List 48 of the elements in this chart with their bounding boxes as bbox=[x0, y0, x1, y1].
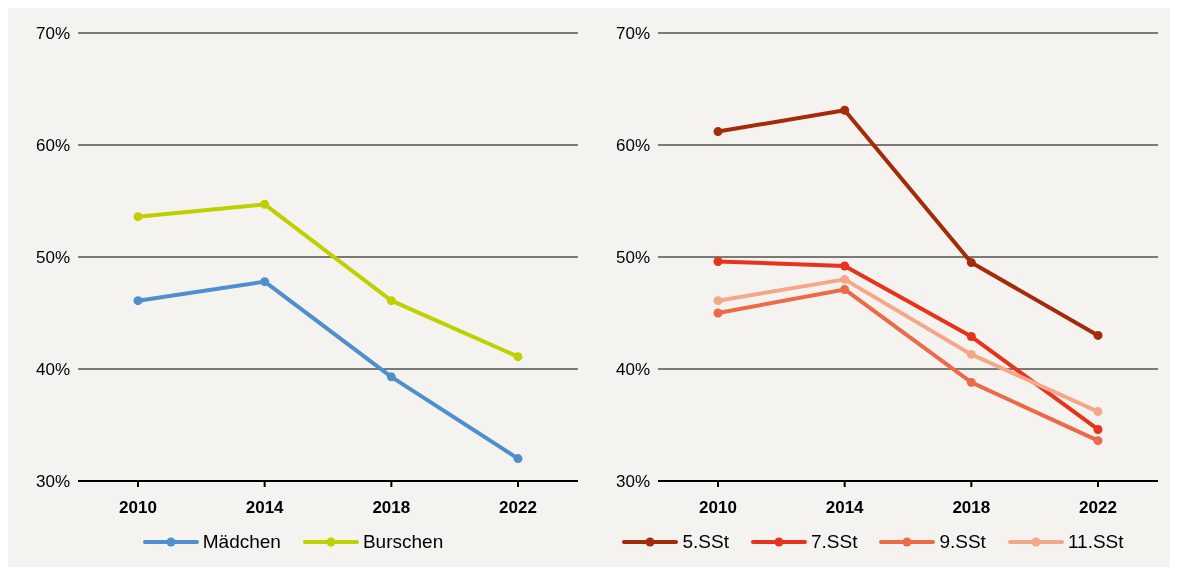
y-tick-label: 60% bbox=[35, 136, 70, 156]
point bbox=[133, 212, 143, 222]
point bbox=[840, 261, 850, 271]
legend-label: Burschen bbox=[362, 531, 444, 553]
point bbox=[713, 296, 723, 306]
x-tick-label: 2010 bbox=[119, 498, 157, 518]
point bbox=[840, 284, 850, 294]
x-tick-label: 2010 bbox=[699, 498, 737, 518]
point bbox=[133, 296, 143, 306]
x-tick-label: 2018 bbox=[952, 498, 991, 518]
point bbox=[840, 105, 850, 115]
y-tick-label: 40% bbox=[615, 360, 650, 380]
legend-label: 9.SSt bbox=[939, 531, 986, 553]
y-tick-label: 50% bbox=[615, 248, 650, 268]
point bbox=[840, 274, 850, 284]
x-tick-label: 2022 bbox=[499, 498, 537, 518]
point bbox=[1093, 330, 1103, 340]
point bbox=[966, 349, 976, 359]
y-tick-label: 70% bbox=[615, 24, 650, 44]
point bbox=[1093, 424, 1103, 434]
point bbox=[513, 454, 523, 464]
x-tick-label: 2014 bbox=[245, 498, 285, 518]
point bbox=[260, 277, 270, 287]
y-tick-label: 30% bbox=[35, 472, 70, 492]
point bbox=[1093, 407, 1103, 417]
point bbox=[966, 332, 976, 342]
point bbox=[513, 352, 523, 362]
point bbox=[713, 256, 723, 266]
y-tick-label: 70% bbox=[35, 24, 70, 44]
point bbox=[966, 377, 976, 387]
point bbox=[260, 199, 270, 209]
point bbox=[1093, 436, 1103, 446]
x-tick-label: 2022 bbox=[1079, 498, 1117, 518]
point bbox=[713, 308, 723, 318]
y-tick-label: 40% bbox=[35, 360, 70, 380]
point bbox=[386, 296, 396, 306]
point bbox=[713, 127, 723, 137]
legend-label: 5.SSt bbox=[682, 531, 729, 553]
x-tick-label: 2018 bbox=[372, 498, 411, 518]
point bbox=[386, 372, 396, 382]
y-tick-label: 60% bbox=[615, 136, 650, 156]
point bbox=[966, 258, 976, 268]
y-tick-label: 50% bbox=[35, 248, 70, 268]
legend-label: Mädchen bbox=[202, 531, 281, 553]
legend-label: 7.SSt bbox=[810, 531, 858, 553]
y-tick-label: 30% bbox=[615, 472, 650, 492]
x-tick-label: 2014 bbox=[825, 498, 865, 518]
legend-label: 11.SSt bbox=[1067, 531, 1124, 553]
